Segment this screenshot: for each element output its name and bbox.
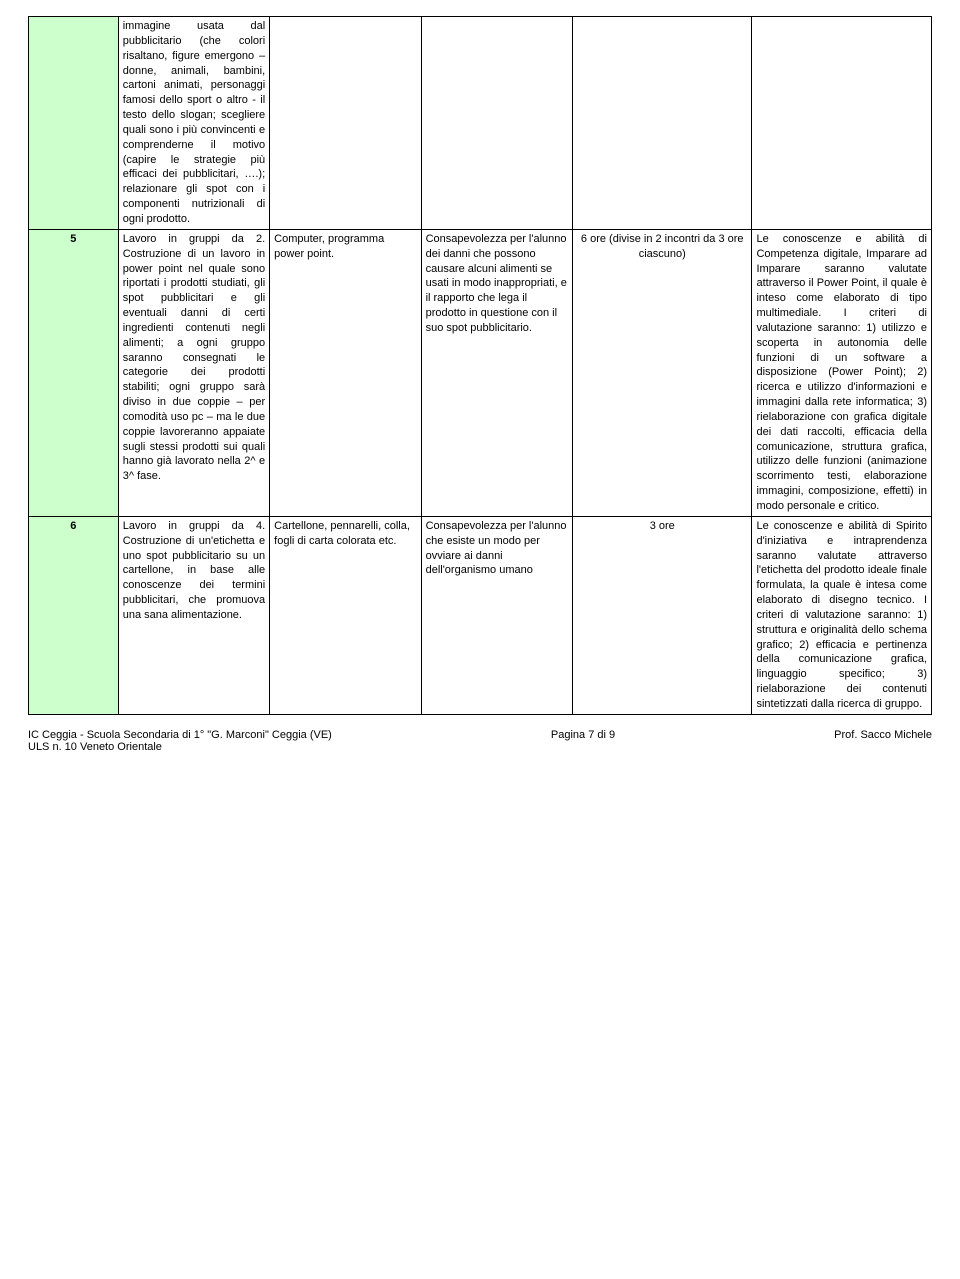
row-criteria: Le conoscenze e abilità di Spirito d'ini…: [752, 516, 932, 714]
row-index: 6: [29, 516, 119, 714]
row-awareness: Consapevolezza per l'alunno dei danni ch…: [421, 229, 572, 516]
footer-left: IC Ceggia - Scuola Secondaria di 1° "G. …: [28, 729, 332, 753]
row-index: 5: [29, 229, 119, 516]
row-criteria: [752, 17, 932, 230]
row-awareness: [421, 17, 572, 230]
footer-uls: ULS n. 10 Veneto Orientale: [28, 741, 162, 753]
footer-author: Prof. Sacco Michele: [834, 729, 932, 753]
row-awareness: Consapevolezza per l'alunno che esiste u…: [421, 516, 572, 714]
row-tools: Computer, programma power point.: [270, 229, 421, 516]
row-description: immagine usata dal pubblicitario (che co…: [118, 17, 269, 230]
row-time: 6 ore (divise in 2 incontri da 3 ore cia…: [573, 229, 752, 516]
row-tools: [270, 17, 421, 230]
table-row: 5 Lavoro in gruppi da 2. Costruzione di …: [29, 229, 932, 516]
table-row: immagine usata dal pubblicitario (che co…: [29, 17, 932, 230]
row-time: [573, 17, 752, 230]
page-footer: IC Ceggia - Scuola Secondaria di 1° "G. …: [28, 729, 932, 753]
row-tools: Cartellone, pennarelli, colla, fogli di …: [270, 516, 421, 714]
row-description: Lavoro in gruppi da 2. Costruzione di un…: [118, 229, 269, 516]
curriculum-table: immagine usata dal pubblicitario (che co…: [28, 16, 932, 715]
row-index: [29, 17, 119, 230]
row-criteria: Le conoscenze e abilità di Competenza di…: [752, 229, 932, 516]
row-description: Lavoro in gruppi da 4. Costruzione di un…: [118, 516, 269, 714]
row-time: 3 ore: [573, 516, 752, 714]
table-row: 6 Lavoro in gruppi da 4. Costruzione di …: [29, 516, 932, 714]
footer-page-number: Pagina 7 di 9: [332, 729, 834, 753]
footer-school: IC Ceggia - Scuola Secondaria di 1° "G. …: [28, 729, 332, 741]
